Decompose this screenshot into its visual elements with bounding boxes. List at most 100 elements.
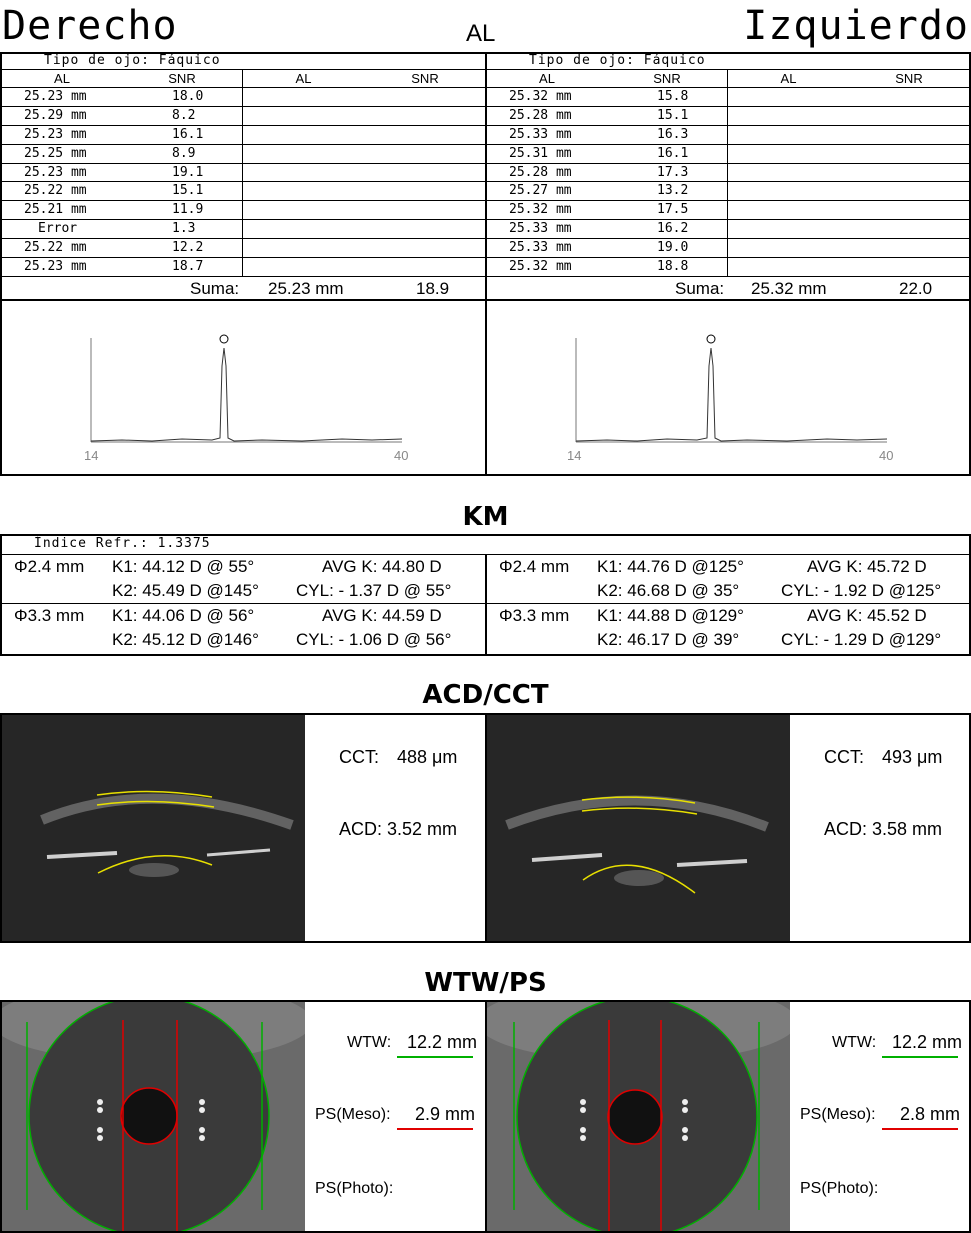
cct-value: 493 μm: [882, 747, 943, 767]
al-blank-cell: [242, 239, 486, 258]
ps-meso-value: 2.9 mm: [415, 1104, 476, 1124]
acd-section-title: ACD/CCT: [422, 680, 549, 710]
al-row: 25.32 mm 17.5: [487, 201, 971, 221]
al-value: 25.21 mm: [24, 202, 87, 218]
km-zone: Φ3.3 mm: [14, 606, 85, 625]
col-snr-2: SNR: [411, 71, 439, 86]
sum-snr: 18.9: [416, 278, 450, 298]
acd-value: 3.52 mm: [387, 819, 458, 839]
km-rule-1: [2, 554, 969, 555]
sum-label: Suma:: [190, 278, 240, 298]
km-zone: Φ3.3 mm: [499, 606, 570, 625]
al-row: 25.33 mm 16.3: [487, 125, 971, 145]
km-cyl: CYL: - 1.37 D @ 55°: [296, 581, 452, 600]
col-al: AL: [54, 71, 70, 86]
snr-value: 16.3: [657, 126, 689, 142]
al-blank-cell: [727, 88, 971, 106]
km-zone: Φ2.4 mm: [14, 557, 85, 576]
al-value: 25.28 mm: [509, 164, 572, 180]
snr-value: 15.1: [657, 107, 689, 123]
al-blank-cell: [727, 106, 971, 125]
sum-al: 25.23 mm: [268, 278, 344, 298]
snr-value: 11.9: [172, 202, 204, 218]
wtw-label: WTW:: [832, 1034, 877, 1051]
wtw-values-left: WTW: 12.2 mm PS(Meso): 2.8 mm PS(Photo):: [790, 1002, 969, 1231]
km-k2: K2: 45.49 D @145°: [112, 581, 259, 600]
al-sum-left: Suma: 25.32 mm 22.0: [487, 277, 971, 301]
acd-label: ACD:: [824, 819, 868, 839]
axis-min: 14: [84, 448, 98, 463]
snr-value: 15.8: [657, 89, 689, 104]
km-k2: K2: 46.17 D @ 39°: [597, 630, 740, 649]
snr-value: 18.8: [657, 259, 689, 275]
al-row: Error 1.3: [2, 220, 488, 240]
col-al: AL: [539, 71, 555, 86]
al-row: 25.32 mm 18.8: [487, 258, 971, 277]
iris-image-right: [2, 1002, 305, 1231]
km-cyl: CYL: - 1.06 D @ 56°: [296, 630, 452, 649]
sum-al: 25.32 mm: [751, 278, 827, 298]
al-value: 25.28 mm: [509, 107, 572, 123]
axis-min: 14: [567, 448, 581, 463]
iris-image-left: [487, 1002, 790, 1231]
al-panel-right: Tipo de ojo: Fáquico AL SNR AL SNR 25.23…: [2, 53, 488, 301]
al-blank-cell: [727, 239, 971, 258]
refr-index: Índice Refr.: 1.3375: [34, 536, 211, 551]
al-blank-cell: [242, 201, 486, 220]
al-blank-cell: [727, 144, 971, 163]
wtw-divider: [485, 1000, 487, 1233]
snr-value: 17.5: [657, 202, 689, 218]
snr-value: 19.1: [172, 164, 204, 180]
snr-value: 15.1: [172, 183, 204, 199]
eye-type-left: Tipo de ojo: Fáquico: [487, 53, 971, 70]
al-value: 25.22 mm: [24, 183, 87, 199]
snr-value: 19.0: [657, 240, 689, 256]
snr-value: 17.3: [657, 164, 689, 180]
al-blank-cell: [727, 201, 971, 220]
snr-value: 18.7: [172, 259, 204, 275]
al-value: 25.22 mm: [24, 240, 87, 256]
al-blank-cell: [727, 125, 971, 144]
al-divider: [485, 52, 487, 476]
wtw-value: 12.2 mm: [407, 1032, 478, 1052]
al-waveform-left: 14 40: [567, 334, 893, 463]
scheimpflug-image-left: [487, 715, 790, 941]
km-avg-k: AVG K: 45.72 D: [807, 557, 927, 576]
al-blank-cell: [242, 163, 486, 182]
al-row: 25.22 mm 15.1: [2, 182, 488, 202]
al-blank-cell: [242, 182, 486, 201]
al-blank-cell: [242, 258, 486, 276]
al-blank-cell: [727, 182, 971, 201]
km-k1: K1: 44.76 D @125°: [597, 557, 744, 576]
al-value: 25.23 mm: [24, 126, 87, 142]
col-snr-2: SNR: [895, 71, 923, 86]
wtw-section-title: WTW/PS: [424, 968, 547, 998]
snr-value: 18.0: [172, 89, 204, 104]
km-section-title: KM: [462, 502, 509, 532]
ps-meso-label: PS(Meso):: [800, 1106, 876, 1123]
al-row: 25.27 mm 13.2: [487, 182, 971, 202]
wtw-label: WTW:: [347, 1034, 392, 1051]
km-cyl: CYL: - 1.92 D @125°: [781, 581, 942, 600]
axis-max: 40: [879, 448, 893, 463]
al-blank-cell: [242, 144, 486, 163]
acd-divider: [485, 713, 487, 943]
al-value: 25.29 mm: [24, 107, 87, 123]
al-rows-right: 25.23 mm 18.0 25.29 mm 8.2 25.23 mm 16.1 25.25…: [2, 88, 488, 277]
sum-snr: 22.0: [899, 278, 933, 298]
ps-meso-value: 2.8 mm: [900, 1104, 961, 1124]
km-k2: K2: 45.12 D @146°: [112, 630, 259, 649]
al-row: 25.23 mm 19.1: [2, 163, 488, 183]
al-blank-cell: [242, 220, 486, 239]
al-row: 25.23 mm 18.0: [2, 88, 488, 107]
al-sum-right: Suma: 25.23 mm 18.9: [2, 277, 488, 301]
al-row: 25.23 mm 16.1: [2, 125, 488, 145]
al-row: 25.22 mm 12.2: [2, 239, 488, 259]
snr-value: 13.2: [657, 183, 689, 199]
al-value: 25.23 mm: [24, 164, 87, 180]
al-value: 25.33 mm: [509, 126, 572, 142]
acd-values-right: CCT: 488 μm ACD: 3.52 mm: [305, 715, 485, 941]
km-k1: K1: 44.06 D @ 56°: [112, 606, 255, 625]
acd-values-left: CCT: 493 μm ACD: 3.58 mm: [790, 715, 969, 941]
al-value: 25.32 mm: [509, 202, 572, 218]
